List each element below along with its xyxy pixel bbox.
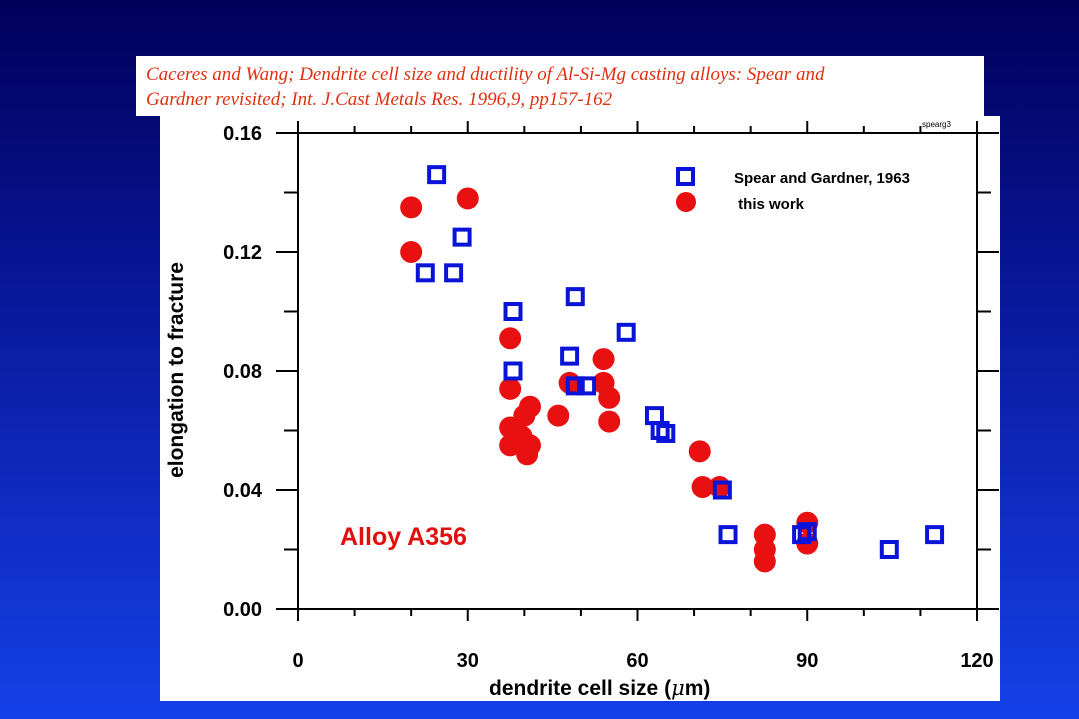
x-tick-label: 0 [292,650,303,672]
citation-line-2: Gardner revisited; Int. J.Cast Metals Re… [146,89,613,110]
data-point-spear-gardner [565,376,585,396]
data-point-this-work [592,348,615,371]
data-point-this-work [456,187,479,210]
data-point-this-work [598,386,621,409]
x-axis-title-mu: μ [671,676,685,700]
data-point-spear-gardner [565,287,585,307]
alloy-annotation: Alloy A356 [340,523,467,551]
x-axis-title-unit: m) [685,677,711,700]
data-point-spear-gardner [560,346,580,366]
data-point-spear-gardner [616,322,636,342]
plot-panel [160,116,1000,701]
data-point-spear-gardner [718,525,738,545]
tick-labels: 0 30 60 90 120 0.00 0.04 0.08 0.12 0.16 [223,123,994,672]
data-point-spear-gardner [503,361,523,381]
data-point-spear-gardner [797,522,817,542]
legend-marker-this-work [676,192,696,212]
data-point-this-work [688,440,711,463]
data-point-spear-gardner [644,406,664,426]
data-point-spear-gardner [925,525,945,545]
y-axis-title: elongation to fracture [165,262,188,478]
citation-line-1: Caceres and Wang; Dendrite cell size and… [146,64,825,85]
legend-label-spear-gardner: Spear and Gardner, 1963 [734,170,910,187]
data-point-this-work [499,377,522,400]
legend-marker-spear-gardner [676,167,695,186]
data-point-this-work [400,196,423,219]
y-tick-label: 0.08 [223,361,262,383]
x-tick-label: 120 [960,650,993,672]
data-point-spear-gardner [503,302,523,321]
corner-tag: spearg3 [922,120,951,129]
x-tick-label: 90 [796,650,818,672]
data-point-this-work [753,550,776,573]
data-point-this-work [547,404,570,427]
data-point-spear-gardner [444,263,464,283]
x-axis-title-main: dendrite cell size ( [489,677,671,700]
x-tick-label: 60 [626,650,648,672]
y-tick-label: 0.16 [223,123,262,145]
data-point-spear-gardner [656,423,676,443]
data-point-spear-gardner [879,540,899,559]
y-tick-label: 0.00 [223,599,262,621]
data-point-this-work [691,476,714,499]
x-tick-label: 30 [457,650,479,672]
data-point-spear-gardner [577,376,597,396]
data-point-this-work [518,395,541,418]
y-tick-label: 0.04 [223,480,263,502]
legend-label-this-work: this work [734,196,805,213]
data-point-this-work [598,410,621,433]
data-point-spear-gardner [427,165,447,185]
data-points [400,165,945,573]
data-point-spear-gardner [452,227,472,247]
data-point-this-work [510,425,533,448]
data-point-this-work [400,241,423,263]
data-point-spear-gardner [712,480,732,500]
legend: Spear and Gardner, 1963 this work [676,167,910,213]
data-point-spear-gardner [415,263,435,283]
x-axis-title: dendrite cell size (μm) [489,676,710,700]
data-point-this-work [516,443,539,466]
ticks [276,121,999,621]
y-tick-label: 0.12 [223,242,262,264]
data-point-this-work [708,476,731,499]
citation-box: Caceres and Wang; Dendrite cell size and… [136,56,984,116]
data-point-this-work [499,327,522,350]
